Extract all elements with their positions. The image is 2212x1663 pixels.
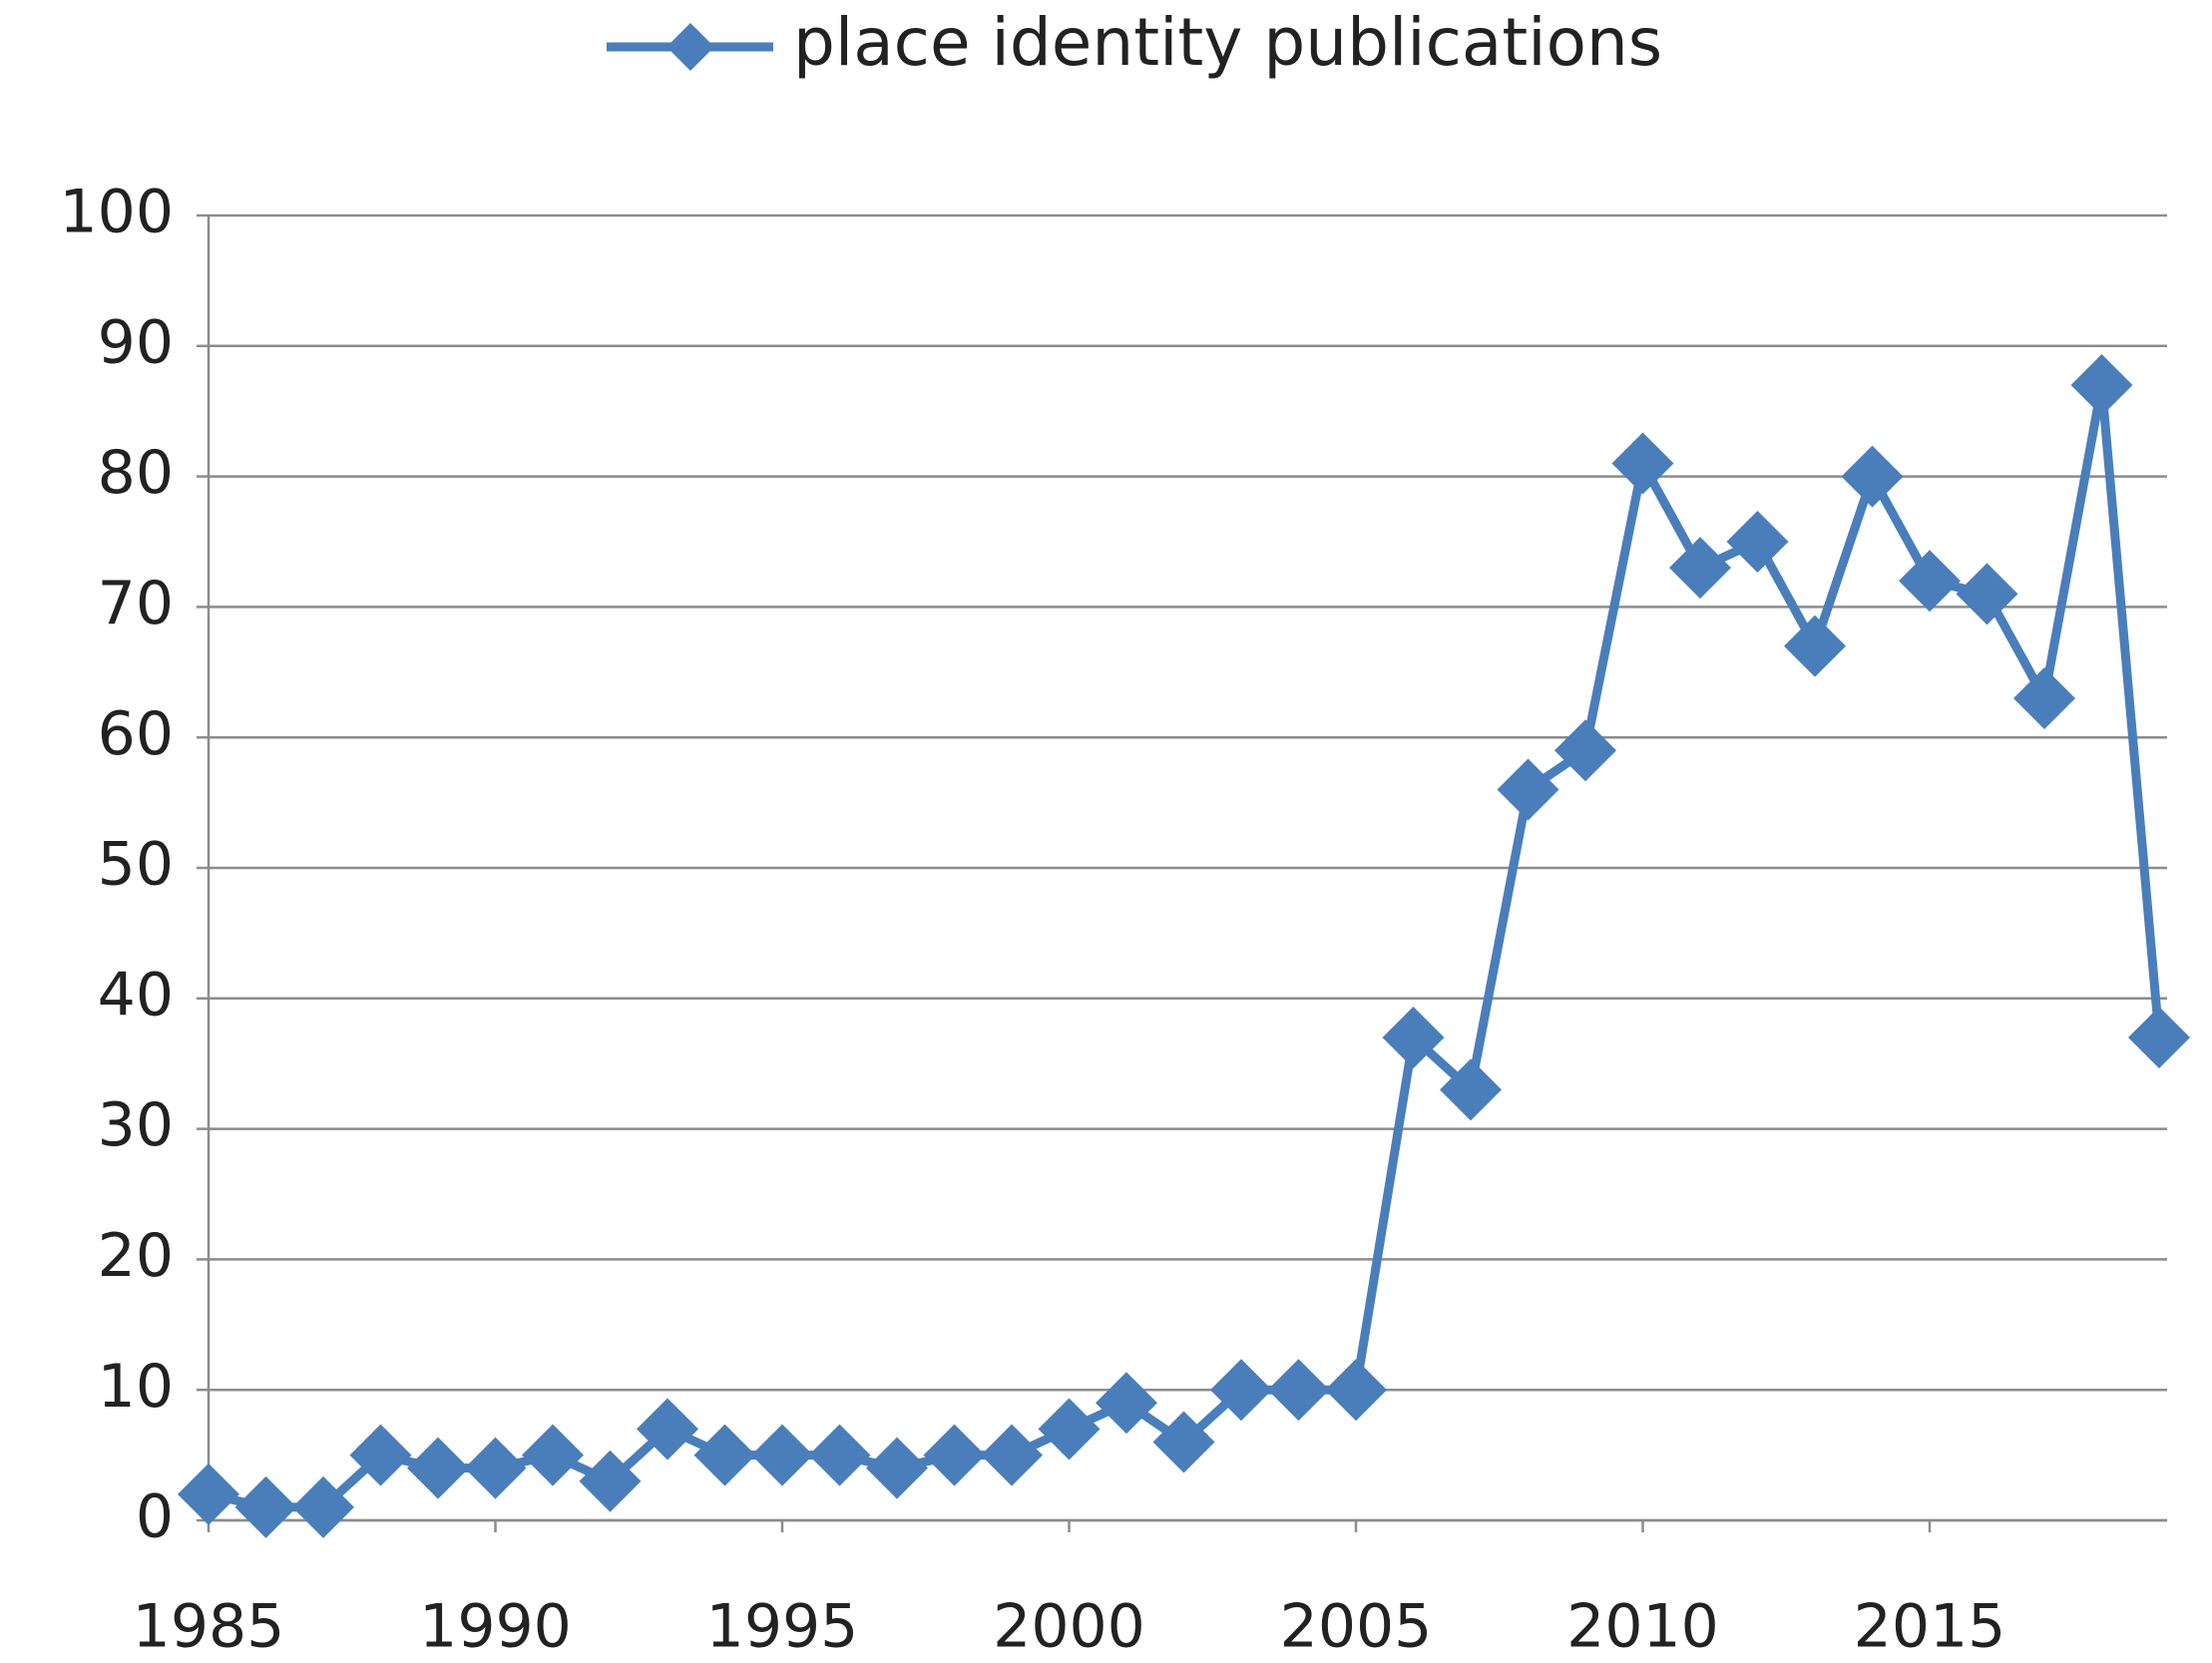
marker xyxy=(1899,550,1961,613)
marker xyxy=(1956,563,2018,625)
marker xyxy=(1841,445,1904,508)
marker xyxy=(178,1462,239,1525)
marker xyxy=(234,1475,297,1538)
marker xyxy=(2128,1007,2190,1069)
marker xyxy=(1038,1398,1101,1460)
marker xyxy=(693,1424,756,1486)
marker xyxy=(751,1424,813,1486)
y-tick-label: 20 xyxy=(98,1221,174,1291)
y-tick-label: 0 xyxy=(136,1482,174,1552)
x-tick-label: 2015 xyxy=(1854,1592,2006,1662)
marker xyxy=(1325,1359,1387,1422)
marker xyxy=(1726,511,1789,573)
marker xyxy=(464,1437,527,1499)
marker xyxy=(1382,1007,1445,1069)
marker xyxy=(808,1424,871,1486)
marker xyxy=(1210,1359,1272,1422)
marker xyxy=(1267,1359,1330,1422)
marker xyxy=(637,1398,698,1460)
x-tick-label: 1995 xyxy=(706,1592,859,1662)
marker xyxy=(2070,354,2133,417)
x-tick-label: 2005 xyxy=(1280,1592,1433,1662)
y-tick-label: 10 xyxy=(98,1352,174,1422)
series-line xyxy=(208,380,2164,1512)
marker xyxy=(1152,1411,1215,1473)
marker xyxy=(1497,758,1559,821)
marker xyxy=(923,1424,986,1486)
marker xyxy=(349,1424,412,1486)
legend-marker xyxy=(666,23,714,71)
marker xyxy=(981,1424,1043,1486)
marker xyxy=(866,1437,928,1499)
marker xyxy=(1096,1372,1157,1435)
y-tick-label: 70 xyxy=(98,569,174,638)
x-tick-label: 1990 xyxy=(419,1592,572,1662)
marker xyxy=(1440,1058,1502,1121)
marker xyxy=(1611,432,1674,495)
marker xyxy=(407,1437,469,1499)
y-tick-label: 50 xyxy=(98,830,174,900)
marker xyxy=(2013,666,2075,729)
marker xyxy=(1554,719,1616,782)
marker xyxy=(579,1450,642,1512)
marker xyxy=(522,1424,584,1486)
marker xyxy=(292,1475,354,1538)
y-tick-label: 100 xyxy=(59,178,174,247)
marker xyxy=(1669,537,1731,600)
x-tick-label: 2000 xyxy=(993,1592,1145,1662)
x-tick-label: 1985 xyxy=(133,1592,285,1662)
y-tick-label: 80 xyxy=(98,438,174,508)
y-tick-label: 30 xyxy=(98,1090,174,1160)
y-tick-label: 90 xyxy=(98,307,174,377)
marker xyxy=(1784,615,1846,677)
x-tick-label: 2010 xyxy=(1566,1592,1719,1662)
y-tick-label: 40 xyxy=(98,960,174,1030)
y-tick-label: 60 xyxy=(98,699,174,769)
legend-label: place identity publications xyxy=(793,4,1662,81)
